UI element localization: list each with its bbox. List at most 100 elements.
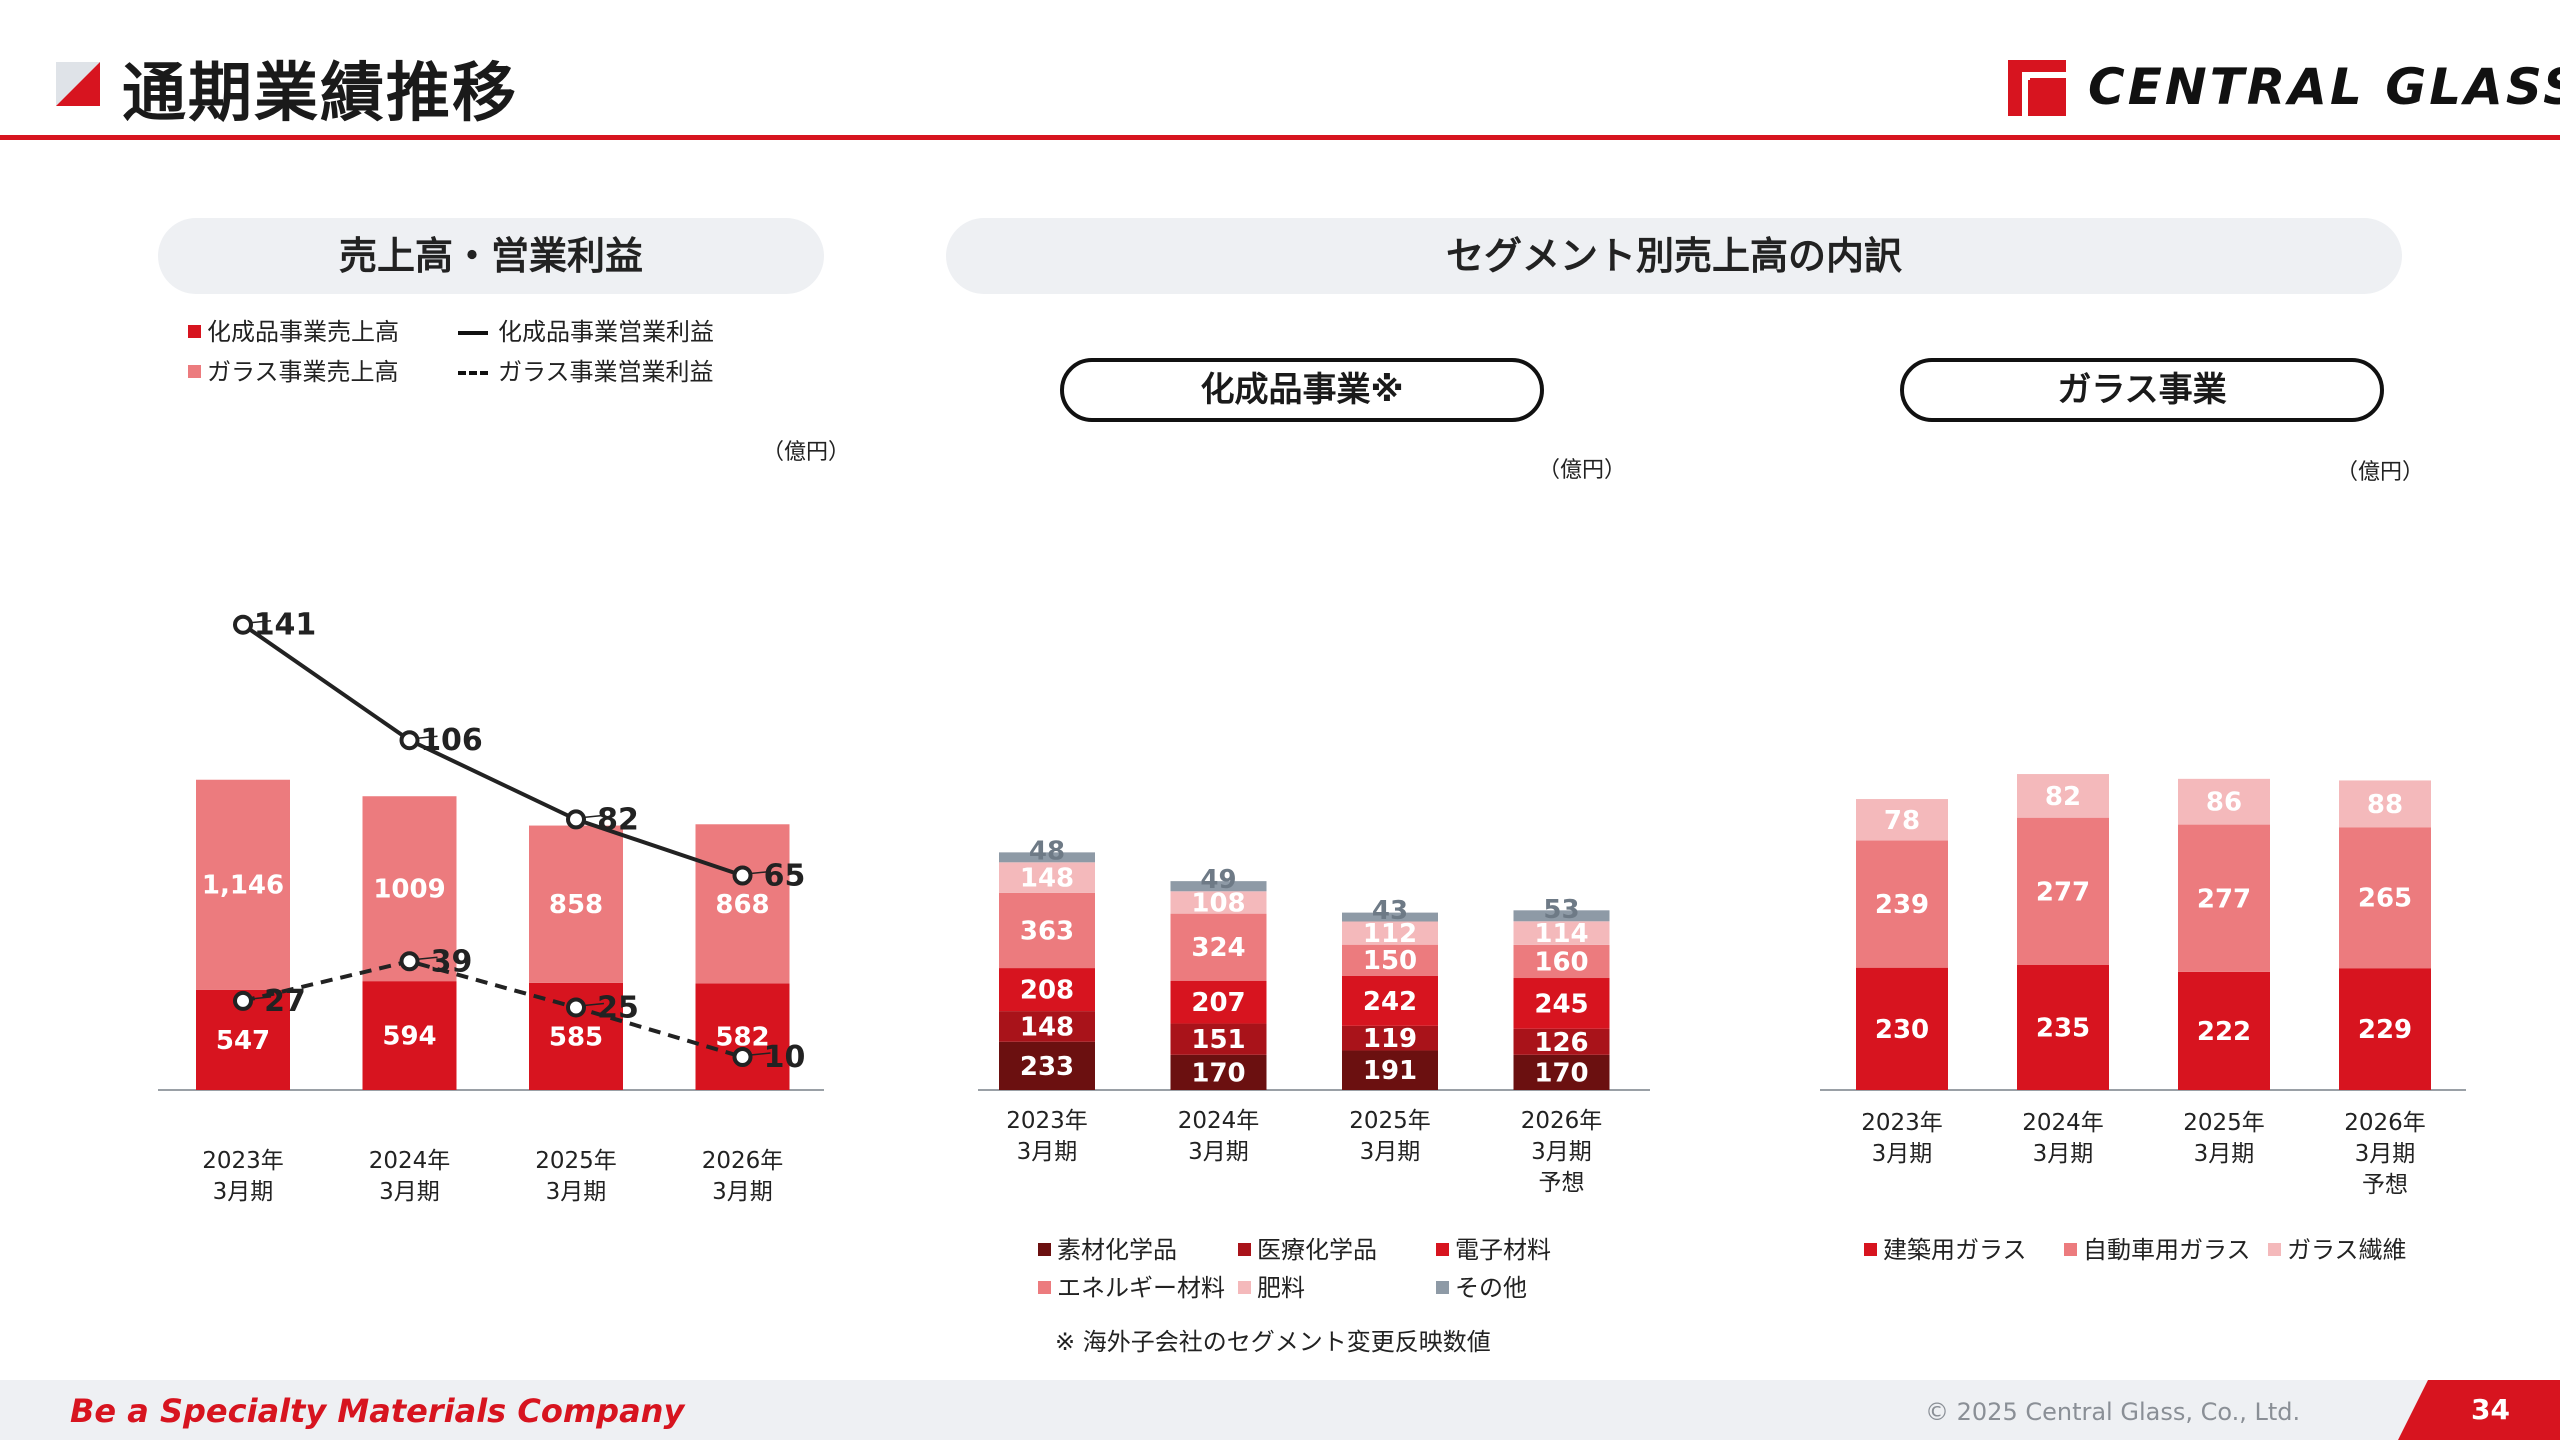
data-label: 108 (1191, 888, 1245, 918)
line-point (233, 614, 253, 635)
x-tick-label: 3月期 (2355, 1141, 2416, 1167)
line-point (566, 809, 586, 830)
bar-segment (1342, 975, 1438, 1026)
label-leader (250, 996, 272, 1000)
bar-segment (1170, 980, 1267, 1024)
x-tick-label: 3月期 (2033, 1141, 2094, 1167)
bar-segment (999, 1011, 1095, 1042)
legend-item: ガラス繊維 (2268, 1230, 2407, 1265)
data-label: 235 (2036, 1014, 2090, 1044)
bar-segment (2178, 778, 2270, 825)
x-tick-label: 2026年 (702, 1148, 784, 1174)
x-tick-label: 2024年 (1178, 1108, 1260, 1134)
x-tick-label: 3月期 (379, 1179, 440, 1205)
label-leader (417, 735, 438, 739)
header-divider (0, 135, 2560, 140)
line-point (732, 865, 753, 886)
legend-item: エネルギー材料 (1038, 1268, 1225, 1303)
page-title: 通期業績推移 (122, 57, 518, 131)
data-label: 82 (2045, 782, 2081, 812)
line-point (399, 730, 420, 751)
legend-item: 化成品事業売上高 (188, 312, 399, 347)
legend-swatch (1238, 1280, 1251, 1294)
bar-segment (1170, 891, 1267, 914)
data-label: 49 (1200, 865, 1236, 895)
charts-canvas: 547 1,146 2023年 3月期 594 1009 2024年 3月期 585 858 202… (158, 608, 2466, 1205)
legend-label: ガラス繊維 (2287, 1236, 2407, 1264)
line-point (233, 990, 253, 1011)
page-number-badge: 34 (2398, 1380, 2560, 1440)
bar-segment (1513, 1028, 1610, 1055)
x-tick-label: 3月期 (1360, 1139, 1421, 1165)
legend-swatch (2268, 1242, 2281, 1256)
tagline: Be a Specialty Materials Company (70, 1392, 685, 1430)
x-tick-label: 2025年 (2183, 1110, 2265, 1136)
legend-item: 化成品事業営業利益 (458, 312, 714, 347)
bar-segment (1513, 910, 1610, 922)
bar-segment (2339, 968, 2431, 1090)
copyright: © 2025 Central Glass, Co., Ltd. (1925, 1398, 2301, 1426)
x-tick-label: 3月期 (1188, 1139, 1249, 1165)
bar-segment (1513, 921, 1610, 945)
glass-segment-title: ガラス事業 (1900, 358, 2384, 422)
data-label: 150 (1363, 946, 1417, 976)
bar-segment (999, 862, 1095, 893)
data-label: 277 (2036, 877, 2090, 907)
data-label: 119 (1363, 1024, 1417, 1054)
legend-item: 自動車用ガラス (2064, 1230, 2251, 1265)
data-label: 53 (1543, 895, 1579, 925)
company-logo: CENTRAL GLASS (2000, 54, 2560, 124)
data-label: 160 (1534, 947, 1588, 977)
bar-segment (362, 981, 457, 1090)
data-label: 233 (1020, 1052, 1074, 1082)
line-point (399, 951, 420, 972)
legend-swatch (1038, 1242, 1051, 1256)
footer: Be a Specialty Materials Company © 2025 … (0, 1380, 2560, 1440)
legend-item: 肥料 (1238, 1268, 1305, 1303)
chem-profit-line (241, 623, 744, 878)
data-label: 239 (1875, 890, 1929, 920)
data-label: 324 (1191, 933, 1245, 963)
bar-segment (362, 796, 457, 982)
legend-item: その他 (1436, 1268, 1527, 1303)
data-label: 594 (382, 1022, 436, 1052)
legend-label: 自動車用ガラス (2083, 1236, 2251, 1264)
x-tick-label: 2023年 (202, 1148, 284, 1174)
legend-label: ガラス事業営業利益 (498, 358, 714, 386)
line-data-label: 10 (764, 1040, 806, 1075)
data-label: 229 (2358, 1015, 2412, 1045)
title-marker-icon (56, 62, 100, 106)
data-label: 585 (549, 1022, 603, 1052)
logo-mark-icon (2008, 60, 2066, 116)
bar-segment (2339, 780, 2431, 828)
data-label: 230 (1875, 1015, 1929, 1045)
data-label: 858 (549, 890, 603, 920)
bar-segment (999, 852, 1095, 863)
bar-segment (1170, 1054, 1267, 1090)
glass-unit-label: （億円） (2336, 460, 2425, 485)
data-label: 245 (1534, 989, 1588, 1019)
bar-segment (1342, 921, 1438, 945)
bar-segment (999, 1041, 1095, 1090)
data-label: 148 (1020, 864, 1074, 894)
legend-item: ガラス事業営業利益 (458, 352, 714, 387)
legend-label: エネルギー材料 (1057, 1274, 1225, 1302)
data-label: 363 (1020, 917, 1074, 947)
x-tick-label: 予想 (2362, 1172, 2408, 1198)
data-label: 151 (1191, 1025, 1245, 1055)
x-tick-label: 2024年 (2022, 1110, 2104, 1136)
line-point (566, 997, 586, 1018)
bar-segment (2017, 817, 2109, 966)
legend-label: 肥料 (1257, 1274, 1305, 1302)
x-tick-label: 2025年 (535, 1148, 617, 1174)
bar-segment (999, 892, 1095, 969)
bar-segment (2339, 827, 2431, 969)
data-label: 112 (1363, 919, 1417, 949)
page-number: 34 (2471, 1393, 2510, 1426)
legend-label: 建築用ガラス (1883, 1236, 2027, 1264)
bar-segment (1342, 944, 1438, 976)
bar-segment (1342, 1025, 1438, 1051)
x-tick-label: 2023年 (1006, 1108, 1088, 1134)
legend-line (458, 331, 488, 335)
legend-swatch (1238, 1242, 1251, 1256)
